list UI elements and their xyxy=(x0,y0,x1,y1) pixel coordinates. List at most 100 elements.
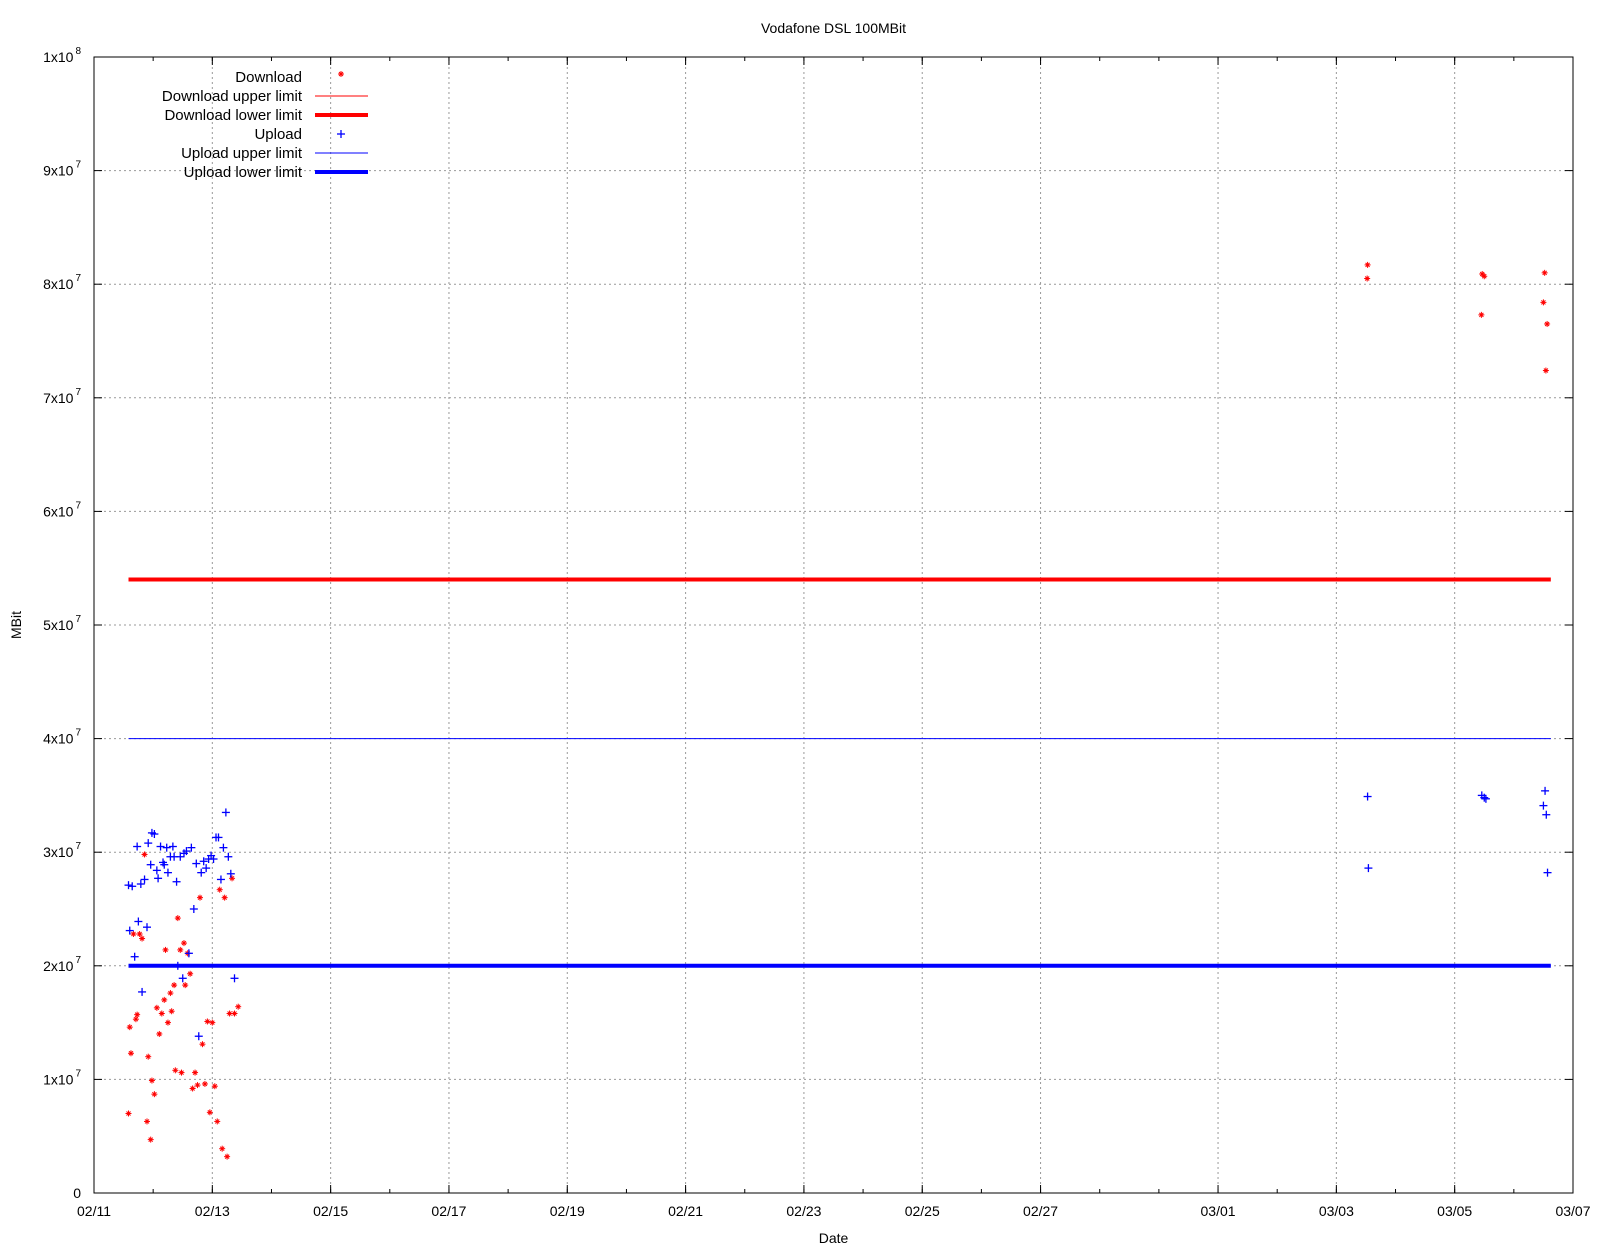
upload-point xyxy=(140,875,149,884)
upload-point xyxy=(1480,793,1489,802)
download-point xyxy=(171,982,178,989)
download-point xyxy=(1544,320,1551,327)
upload-point xyxy=(226,869,235,878)
upload-point xyxy=(176,852,185,861)
y-tick-label: 5x10 7 xyxy=(43,614,81,633)
upload-point xyxy=(1541,786,1550,795)
upload-point xyxy=(156,842,165,851)
y-tick-label: 1x10 8 xyxy=(43,46,81,65)
upload-point xyxy=(197,868,206,877)
legend-swatch-download xyxy=(338,71,344,77)
upload-point xyxy=(224,852,233,861)
x-tick-label: 03/05 xyxy=(1437,1203,1472,1219)
upload-point xyxy=(189,905,198,913)
download-point xyxy=(143,1118,150,1125)
y-tick-label: 1x10 7 xyxy=(43,1068,81,1087)
download-point xyxy=(134,1011,141,1018)
upload-point xyxy=(202,864,211,873)
upload-point xyxy=(168,842,177,851)
download-point xyxy=(125,1110,132,1117)
download-point xyxy=(148,1077,155,1084)
download-point xyxy=(178,1069,185,1076)
upload-point xyxy=(209,855,218,864)
download-point xyxy=(132,1016,139,1023)
upload-point xyxy=(216,875,225,884)
download-point xyxy=(235,1003,242,1010)
legend-label-upload: Upload xyxy=(254,126,302,143)
download-point xyxy=(206,1109,213,1116)
download-point xyxy=(1540,299,1547,306)
download-point xyxy=(221,894,228,901)
upload-point xyxy=(125,926,134,935)
upload-point xyxy=(192,859,201,868)
download-point xyxy=(158,1010,165,1017)
download-point xyxy=(127,1050,134,1057)
upload-point xyxy=(184,949,193,958)
upload-point xyxy=(138,987,147,996)
download-point xyxy=(153,1004,160,1011)
download-point xyxy=(1364,261,1371,268)
axis-ticks: 0 1x10 7 2x10 7 3x10 7 4x10 7 5x10 7 6x10 7 7x10 7 8x10… xyxy=(43,46,1591,1219)
upload-point xyxy=(199,857,208,866)
download-point xyxy=(231,1010,238,1017)
download-point xyxy=(199,1041,206,1048)
download-point xyxy=(161,996,168,1003)
download-point xyxy=(189,1085,196,1092)
download-point xyxy=(130,930,137,937)
download-point xyxy=(172,1067,179,1074)
x-tick-label: 02/21 xyxy=(668,1203,703,1219)
download-point xyxy=(229,875,236,882)
download-point xyxy=(145,1053,152,1060)
download-point xyxy=(164,1019,171,1026)
legend-swatch-upload xyxy=(337,130,345,138)
download-point xyxy=(174,915,181,922)
upload-point xyxy=(162,843,171,852)
x-tick-label: 02/27 xyxy=(1023,1203,1058,1219)
x-tick-label: 03/03 xyxy=(1319,1203,1354,1219)
upload-point xyxy=(1543,868,1552,877)
upload-point xyxy=(182,847,191,856)
upload-point xyxy=(230,974,239,983)
upload-point xyxy=(134,917,143,926)
download-point xyxy=(219,1145,226,1152)
x-tick-label: 03/01 xyxy=(1201,1203,1236,1219)
x-tick-label: 02/13 xyxy=(195,1203,230,1219)
legend-label-download-upper-limit: Download upper limit xyxy=(162,88,303,105)
upload-point xyxy=(128,882,137,891)
upload-point xyxy=(214,833,223,842)
x-tick-label: 02/17 xyxy=(431,1203,466,1219)
download-point xyxy=(141,851,148,858)
x-tick-label: 03/07 xyxy=(1555,1203,1590,1219)
download-point xyxy=(216,886,223,893)
y-tick-label: 2x10 7 xyxy=(43,955,81,974)
download-point xyxy=(187,970,194,977)
download-point xyxy=(177,946,184,953)
download-point xyxy=(214,1118,221,1125)
upload-point xyxy=(1539,801,1548,810)
download-point xyxy=(1364,275,1371,282)
legend-label-download-lower-limit: Download lower limit xyxy=(164,107,302,124)
upload-point xyxy=(136,880,145,889)
download-point xyxy=(147,1136,154,1143)
y-tick-label: 6x10 7 xyxy=(43,500,81,519)
download-point xyxy=(126,1024,133,1031)
upload-point xyxy=(130,952,139,961)
upload-point xyxy=(1481,794,1490,803)
upload-point xyxy=(187,843,196,852)
chart-title: Vodafone DSL 100MBit xyxy=(761,20,906,36)
download-point xyxy=(162,946,169,953)
y-tick-label: 8x10 7 xyxy=(43,273,81,292)
y-tick-label: 0 xyxy=(73,1185,81,1201)
upload-point xyxy=(221,808,230,817)
y-tick-label: 4x10 7 xyxy=(43,728,81,747)
upload-point xyxy=(146,860,155,869)
upload-point xyxy=(173,961,182,970)
download-point xyxy=(156,1030,163,1037)
download-point xyxy=(1478,311,1485,318)
upload-point xyxy=(172,877,181,886)
legend-label-upload-upper-limit: Upload upper limit xyxy=(181,145,303,162)
download-point xyxy=(224,1153,231,1160)
download-point xyxy=(168,1008,175,1015)
upload-point xyxy=(150,830,159,839)
